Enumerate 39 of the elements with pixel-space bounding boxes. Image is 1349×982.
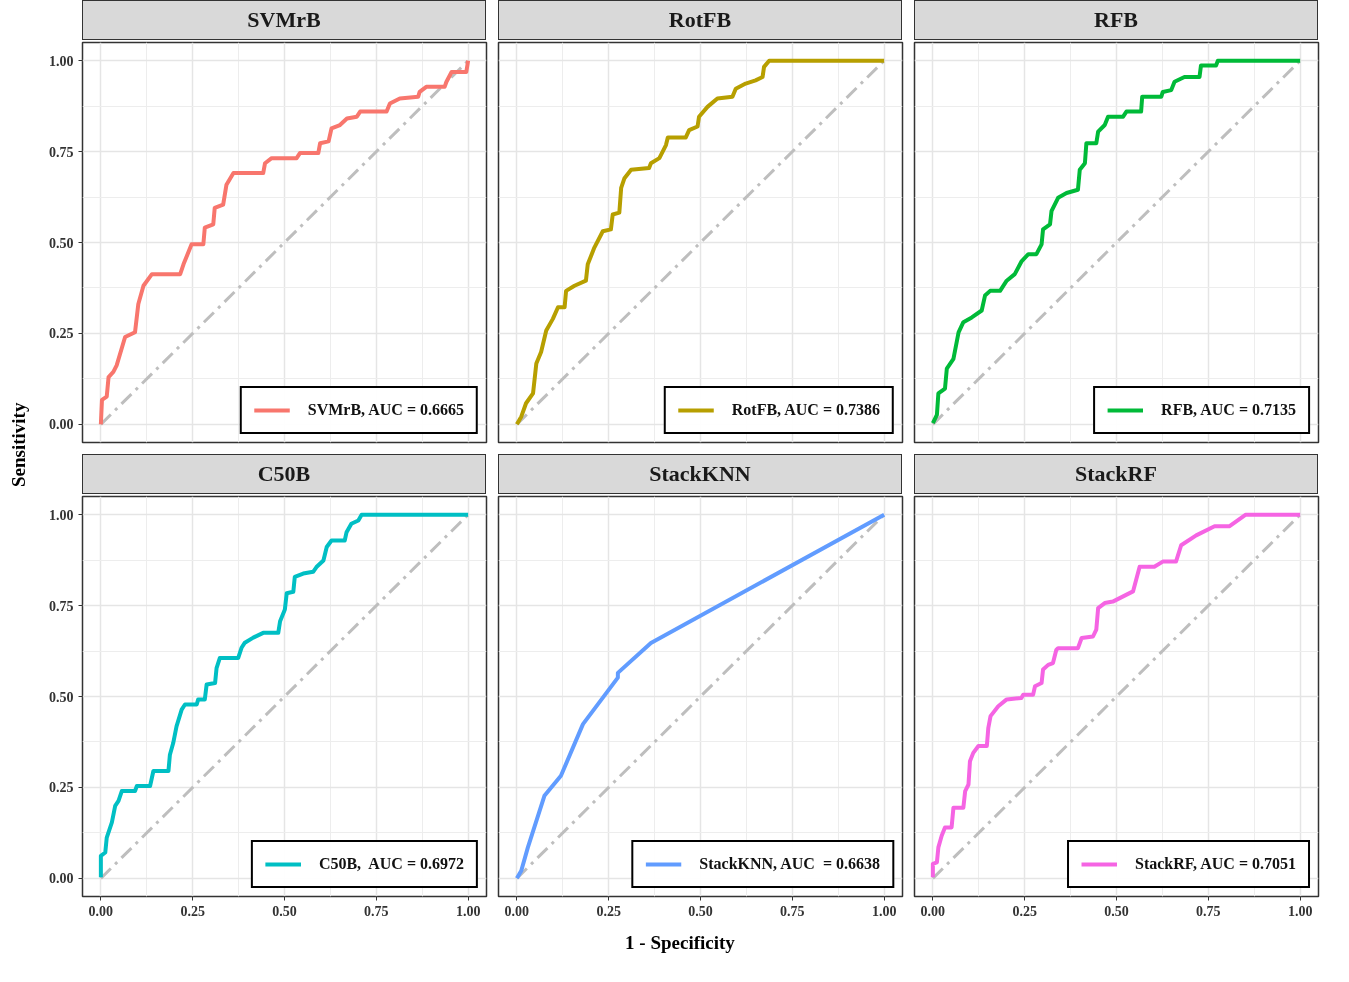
y-tick-label: 0.50 [49, 689, 74, 705]
chart-title: StackKNN [649, 460, 751, 488]
y-tick-label: 0.50 [49, 235, 74, 251]
legend-label: StackKNN, AUC = 0.6638 [699, 855, 880, 873]
chart-title: SVMrB [247, 6, 321, 34]
x-tick-label: 0.50 [1104, 903, 1129, 919]
x-tick-label: 0.75 [780, 903, 805, 919]
y-tick-label: 1.00 [49, 53, 74, 69]
legend-label: RotFB, AUC = 0.7386 [731, 401, 880, 419]
chart-title: RFB [1094, 6, 1138, 34]
chart-title: StackRF [1075, 460, 1157, 488]
y-axis-title: Sensitivity [7, 402, 30, 488]
x-tick-label: 0.75 [1196, 903, 1221, 919]
y-tick-label: 0.00 [49, 871, 74, 887]
chart-title: RotFB [668, 6, 732, 34]
x-tick-label: 0.00 [504, 903, 530, 919]
y-tick-label: 1.00 [49, 507, 74, 523]
legend-label: StackRF, AUC = 0.7051 [1135, 855, 1296, 873]
x-tick-label: 0.00 [920, 903, 946, 919]
y-tick-label: 0.25 [49, 326, 74, 342]
x-tick-label: 0.75 [364, 903, 389, 919]
x-tick-label: 1.00 [1287, 903, 1313, 919]
legend-label: RFB, AUC = 0.7135 [1161, 401, 1296, 419]
x-axis-title: 1 - Specificity [625, 931, 735, 955]
chart-title: C50B [257, 460, 311, 488]
y-tick-label: 0.75 [49, 598, 74, 614]
x-tick-label: 0.50 [272, 903, 297, 919]
y-tick-label: 0.25 [49, 780, 74, 796]
x-tick-label: 1.00 [455, 903, 481, 919]
x-tick-label: 0.50 [688, 903, 713, 919]
x-tick-label: 0.00 [88, 903, 114, 919]
legend-label: SVMrB, AUC = 0.6665 [307, 401, 464, 419]
legend-label: C50B, AUC = 0.6972 [318, 855, 464, 873]
x-tick-label: 1.00 [871, 903, 897, 919]
x-tick-label: 0.25 [1012, 903, 1037, 919]
x-tick-label: 0.25 [180, 903, 205, 919]
y-tick-label: 0.00 [49, 417, 74, 433]
x-tick-label: 0.25 [596, 903, 621, 919]
y-tick-label: 0.75 [49, 144, 74, 160]
